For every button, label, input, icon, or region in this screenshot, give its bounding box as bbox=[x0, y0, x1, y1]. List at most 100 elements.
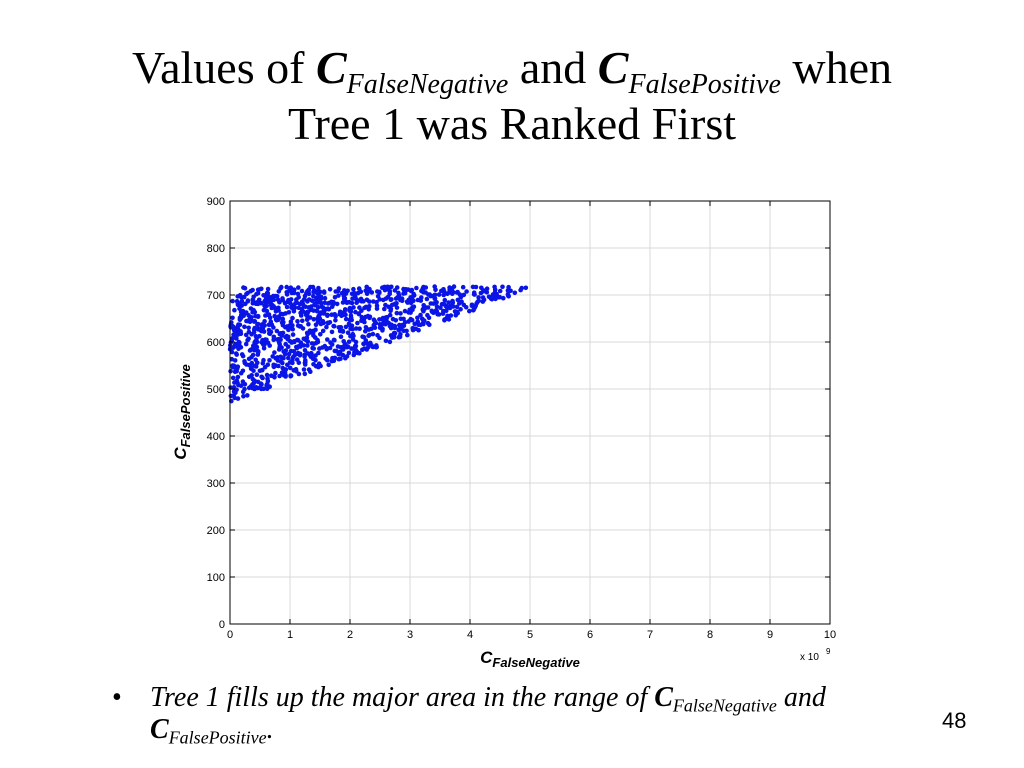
data-point bbox=[497, 288, 503, 294]
data-point bbox=[364, 297, 370, 303]
data-point bbox=[321, 289, 327, 294]
data-point bbox=[361, 334, 367, 340]
data-point bbox=[350, 296, 355, 301]
data-point bbox=[308, 369, 313, 375]
data-point bbox=[433, 287, 438, 293]
data-point bbox=[347, 305, 353, 311]
data-point bbox=[249, 360, 255, 366]
data-point bbox=[342, 307, 348, 312]
data-point bbox=[316, 350, 321, 356]
data-point bbox=[344, 299, 349, 305]
data-point bbox=[446, 300, 451, 305]
data-point bbox=[273, 293, 278, 299]
data-point bbox=[344, 344, 350, 350]
data-point bbox=[343, 355, 348, 361]
data-point bbox=[325, 312, 330, 318]
data-point bbox=[384, 314, 390, 320]
data-point bbox=[254, 372, 260, 378]
data-point bbox=[254, 360, 260, 366]
data-point bbox=[267, 299, 273, 305]
data-point bbox=[356, 286, 362, 291]
data-point bbox=[307, 352, 313, 358]
data-point bbox=[363, 328, 368, 334]
data-point bbox=[327, 320, 333, 325]
data-point bbox=[272, 313, 278, 319]
data-point bbox=[302, 371, 308, 377]
data-point bbox=[387, 339, 393, 345]
data-point bbox=[250, 352, 256, 358]
data-point bbox=[457, 301, 462, 306]
data-point bbox=[455, 297, 461, 303]
x-tick-label: 4 bbox=[467, 629, 473, 641]
y-tick-label: 0 bbox=[219, 619, 225, 631]
data-point bbox=[304, 291, 309, 296]
data-point bbox=[255, 321, 261, 327]
data-point bbox=[277, 331, 283, 337]
data-point bbox=[398, 311, 403, 316]
data-point bbox=[290, 315, 295, 321]
data-point bbox=[239, 352, 245, 357]
data-point bbox=[410, 304, 415, 310]
data-point bbox=[271, 364, 277, 370]
data-point bbox=[407, 297, 412, 303]
data-point bbox=[335, 344, 341, 349]
bullet-text-main: Tree 1 fills up the major area in the ra… bbox=[150, 682, 655, 713]
data-point bbox=[363, 314, 369, 320]
data-point bbox=[285, 299, 290, 305]
title-line-2: Tree 1 was Ranked First bbox=[287, 98, 737, 149]
title-var-1: C bbox=[315, 42, 347, 93]
data-point bbox=[304, 317, 310, 323]
data-point bbox=[231, 333, 237, 339]
data-point bbox=[301, 367, 307, 372]
data-point bbox=[248, 317, 254, 323]
data-point bbox=[398, 316, 404, 322]
data-point bbox=[450, 291, 455, 297]
data-point bbox=[435, 312, 440, 317]
data-point bbox=[411, 293, 417, 298]
data-point bbox=[412, 321, 418, 327]
data-point bbox=[231, 389, 237, 394]
data-point bbox=[238, 383, 244, 389]
data-point bbox=[480, 299, 486, 304]
data-point bbox=[230, 315, 235, 321]
data-point bbox=[272, 350, 277, 355]
data-point bbox=[269, 305, 275, 311]
data-point bbox=[235, 364, 241, 370]
data-point bbox=[369, 326, 374, 332]
data-point bbox=[506, 284, 511, 290]
data-point bbox=[367, 304, 372, 309]
data-point bbox=[235, 396, 241, 401]
data-point bbox=[300, 318, 305, 324]
data-point bbox=[327, 287, 333, 292]
data-point bbox=[336, 293, 341, 298]
data-point bbox=[408, 317, 414, 323]
data-point bbox=[349, 300, 355, 306]
data-point bbox=[340, 312, 346, 318]
data-point bbox=[296, 285, 301, 290]
data-point bbox=[247, 348, 253, 353]
data-point bbox=[303, 358, 308, 363]
x-tick-label: 3 bbox=[407, 629, 413, 641]
data-point bbox=[394, 285, 400, 290]
data-point bbox=[276, 340, 282, 345]
data-point bbox=[469, 302, 475, 308]
data-point bbox=[249, 373, 254, 378]
data-point bbox=[286, 324, 292, 330]
data-point bbox=[447, 287, 453, 292]
data-point bbox=[240, 389, 246, 395]
data-point bbox=[280, 360, 285, 366]
data-point bbox=[377, 325, 383, 331]
data-point bbox=[454, 290, 460, 295]
x-tick-label: 8 bbox=[707, 629, 713, 641]
slide-title: Values of CFalseNegative and CFalsePosit… bbox=[0, 40, 1024, 152]
data-point bbox=[281, 355, 286, 361]
data-point bbox=[357, 305, 362, 310]
data-point bbox=[265, 286, 271, 292]
data-point bbox=[421, 289, 426, 295]
data-point bbox=[343, 316, 349, 322]
data-point bbox=[315, 337, 320, 343]
data-point bbox=[265, 340, 271, 346]
y-tick-label: 500 bbox=[207, 384, 225, 396]
data-point bbox=[235, 294, 240, 299]
